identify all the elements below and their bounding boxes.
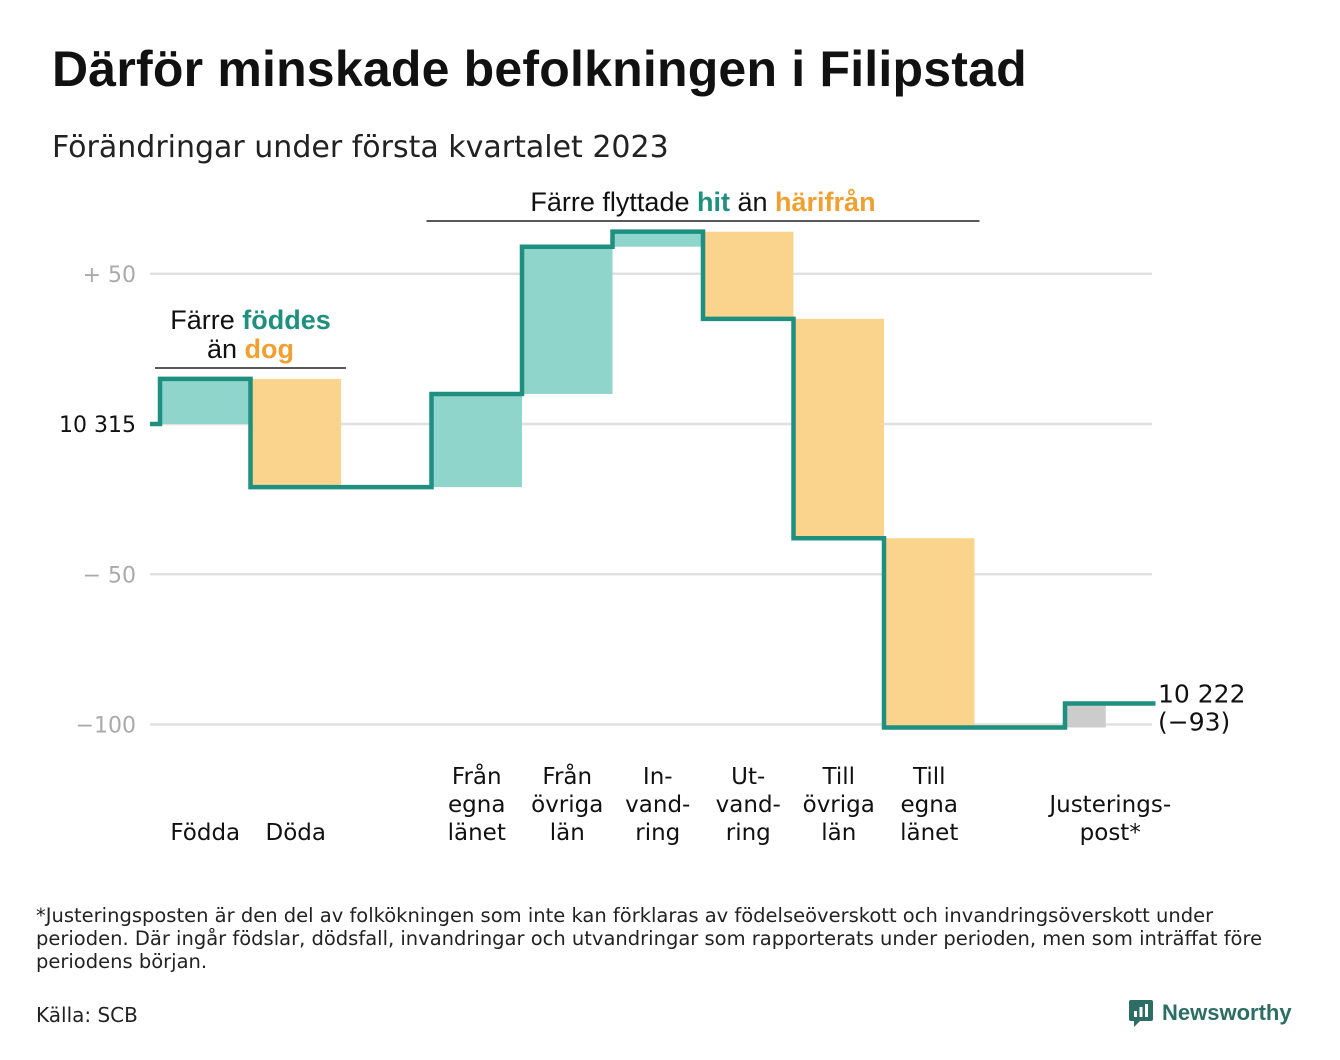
end-value-label: 10 222 xyxy=(1158,679,1245,708)
x-category-label: övriga xyxy=(531,792,603,818)
annotation-text: Färre föddes xyxy=(170,305,331,335)
x-category-label: Till xyxy=(912,764,946,790)
waterfall-bar xyxy=(160,378,251,424)
y-tick-label: + 50 xyxy=(83,263,136,288)
waterfall-bar xyxy=(793,318,884,539)
x-category-label: län xyxy=(821,820,856,846)
x-category-label: Till xyxy=(821,764,855,790)
waterfall-bar xyxy=(703,231,794,319)
chart-subtitle: Förändringar under första kvartalet 2023 xyxy=(52,130,669,165)
x-category-label: län xyxy=(550,820,585,846)
x-category-label: länet xyxy=(900,820,958,846)
chart-title: Därför minskade befolkningen i Filipstad xyxy=(52,41,1027,97)
waterfall-bar xyxy=(612,231,703,247)
y-tick-label: − 50 xyxy=(83,563,136,588)
x-category-label: övriga xyxy=(803,792,875,818)
x-category-label: egna xyxy=(448,792,505,818)
annotation-text: än dog xyxy=(207,334,294,364)
start-value-label: 10 315 xyxy=(59,413,136,438)
y-tick-label: −100 xyxy=(76,714,136,739)
waterfall-bar xyxy=(884,538,975,728)
x-category-label: post* xyxy=(1080,820,1141,846)
waterfall-bar xyxy=(431,393,522,488)
x-category-label: Döda xyxy=(266,820,326,846)
x-category-label: Födda xyxy=(170,820,240,846)
footnote: *Justeringsposten är den del av folkökni… xyxy=(36,904,1263,973)
annotation-segment: än xyxy=(207,334,245,364)
x-category-label: vand- xyxy=(716,792,781,818)
newsworthy-logo-icon xyxy=(1129,1000,1153,1027)
waterfall-bar xyxy=(250,378,341,488)
end-change-label: (−93) xyxy=(1158,707,1230,736)
cumulative-step-line xyxy=(150,229,1156,730)
x-category-label: Från xyxy=(452,762,502,790)
annotation-segment: härifrån xyxy=(775,187,876,217)
line-layer xyxy=(150,229,1156,730)
x-category-label: Från xyxy=(542,762,592,790)
x-category-label: In- xyxy=(643,764,673,790)
waterfall-bar xyxy=(522,246,613,394)
grid-layer xyxy=(150,272,1152,726)
annotation-segment: dog xyxy=(245,334,294,364)
annotation-text: Färre flyttade hit än härifrån xyxy=(530,187,875,217)
annotation-segment: än xyxy=(730,187,775,217)
annotation-segment: hit xyxy=(697,187,730,217)
x-category-label: ring xyxy=(726,820,771,846)
x-category-label: egna xyxy=(901,792,958,818)
x-category-label: Ut- xyxy=(731,764,765,790)
x-category-label: vand- xyxy=(625,792,690,818)
annotation-segment: Färre xyxy=(170,305,242,335)
annotation-segment: Färre flyttade xyxy=(530,187,697,217)
brand: Newsworthy xyxy=(1128,998,1292,1028)
source-label: Källa: SCB xyxy=(36,1003,138,1027)
annotation-segment: föddes xyxy=(242,305,331,335)
bar-layer xyxy=(160,231,1106,728)
x-category-label: Justerings- xyxy=(1047,792,1171,818)
brand-name: Newsworthy xyxy=(1162,1000,1292,1025)
x-category-label: länet xyxy=(448,820,506,846)
waterfall-bar xyxy=(1065,703,1106,728)
x-category-label: ring xyxy=(635,820,680,846)
